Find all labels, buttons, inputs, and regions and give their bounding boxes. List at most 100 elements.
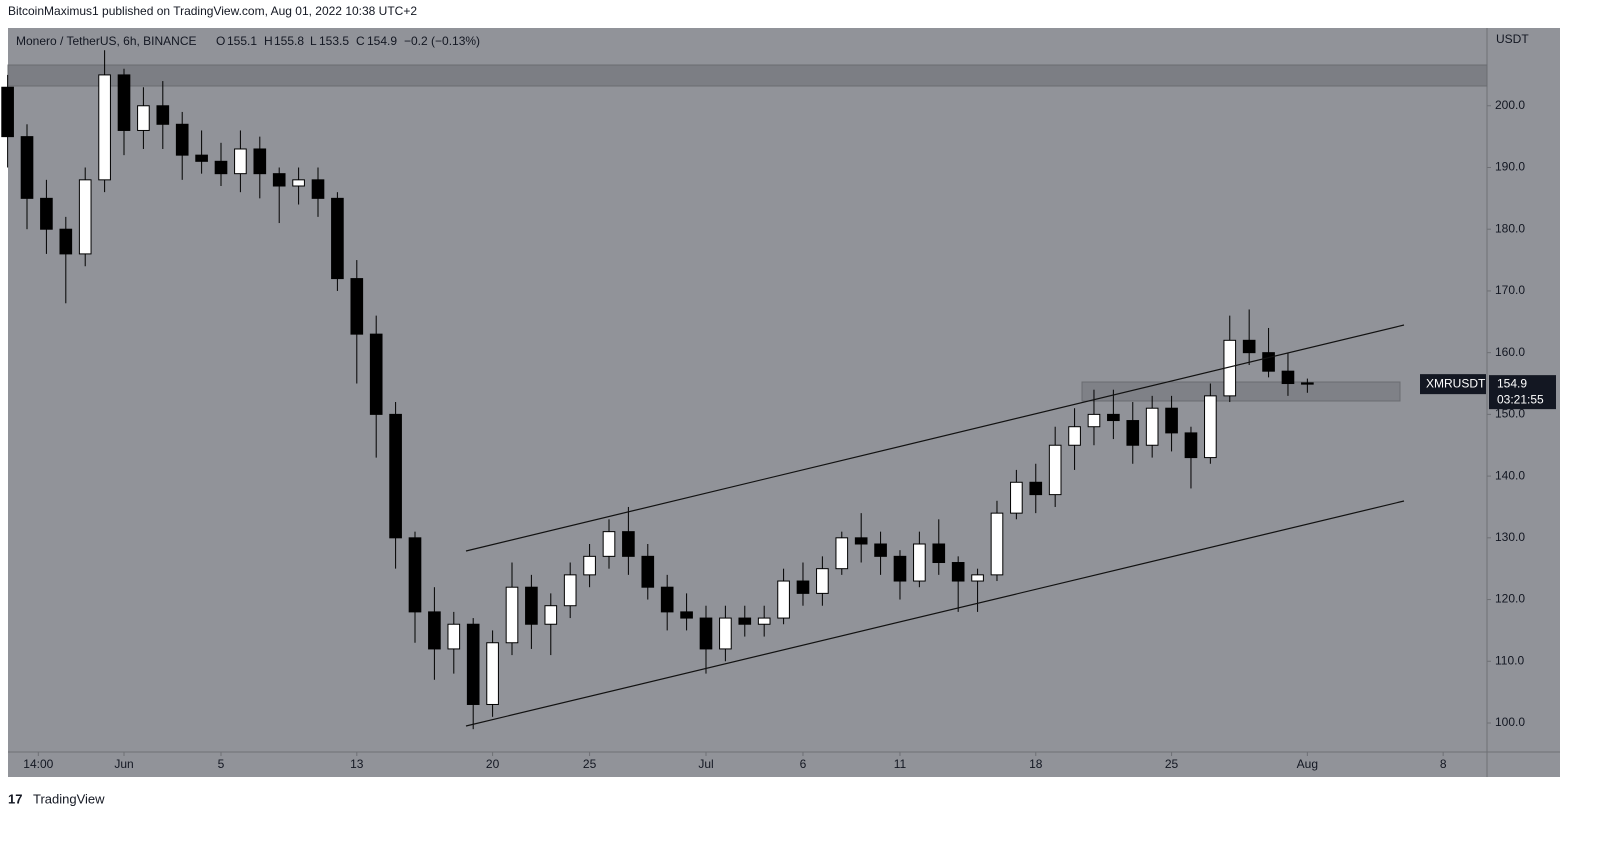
candle-body <box>874 543 887 557</box>
candle-body <box>486 642 499 705</box>
candle-body <box>331 197 344 280</box>
y-tick-label: 180.0 <box>1495 221 1525 235</box>
candle-body <box>1068 426 1081 446</box>
x-tick-label: Jun <box>114 757 133 771</box>
candle-body <box>195 154 208 162</box>
x-tick-label: 11 <box>894 757 907 771</box>
candle-body <box>408 537 422 613</box>
ohlc-key: C <box>356 34 365 48</box>
y-tick-label: 170.0 <box>1495 283 1525 297</box>
channel-lower <box>465 500 1405 727</box>
x-tick-label: 25 <box>583 757 597 771</box>
candle-body <box>777 580 790 619</box>
candle-body <box>1 86 14 138</box>
candle-body <box>1087 413 1101 428</box>
candle-body <box>738 617 752 625</box>
candle-body <box>214 160 228 175</box>
candle-body <box>641 555 655 588</box>
x-tick-label: 20 <box>486 757 500 771</box>
ohlc-value: 155.8 <box>274 34 304 48</box>
candle-body <box>796 580 810 594</box>
candle-body <box>117 74 131 131</box>
candle-body <box>1145 407 1159 446</box>
ohlc-key: L <box>310 34 317 48</box>
candle-body <box>292 179 305 187</box>
price-tag-symbol: XMRUSDT <box>1426 376 1486 390</box>
candle-body <box>137 105 150 131</box>
candle-body <box>816 568 829 594</box>
candle-body <box>1281 370 1295 385</box>
y-tick-label: 100.0 <box>1495 715 1525 729</box>
y-tick-label: 160.0 <box>1495 345 1525 359</box>
candle-body <box>350 278 364 335</box>
candle-body <box>1010 481 1023 514</box>
x-tick-label: 5 <box>218 757 225 771</box>
candle-body <box>1204 395 1217 459</box>
byline: BitcoinMaximus1 published on TradingView… <box>8 4 417 18</box>
candle-body <box>175 123 189 156</box>
x-tick-label: Jul <box>698 757 713 771</box>
candle-body <box>253 148 267 175</box>
x-tick-label: 13 <box>350 757 364 771</box>
candle-body <box>563 574 577 607</box>
candle-body <box>40 197 53 230</box>
candle-body <box>932 543 946 564</box>
x-tick-label: 6 <box>800 757 807 771</box>
candle-body <box>699 617 713 650</box>
chart-background <box>8 28 1560 777</box>
candle-body <box>1048 444 1062 496</box>
y-tick-label: 130.0 <box>1495 530 1525 544</box>
candle-body <box>525 586 538 625</box>
y-tick-label: 140.0 <box>1495 468 1525 482</box>
candle-body <box>893 555 907 582</box>
resistance-zone <box>7 64 1488 87</box>
candle-body <box>311 179 325 199</box>
ohlc-value: 153.5 <box>319 34 349 48</box>
candle-body <box>20 136 34 199</box>
x-tick-label: 8 <box>1440 757 1447 771</box>
candle-body <box>78 179 92 255</box>
candle-body <box>1242 339 1256 354</box>
candle-body <box>59 228 73 255</box>
candle-body <box>583 555 596 576</box>
price-tag-countdown: 03:21:55 <box>1497 392 1544 406</box>
support-zone <box>1081 381 1401 402</box>
candle-body <box>1165 407 1178 434</box>
candle-body <box>156 105 170 125</box>
price-tag: XMRUSDT 154.9 03:21:55 <box>1420 374 1556 410</box>
x-tick-label: 25 <box>1165 757 1179 771</box>
candle-body <box>835 537 849 570</box>
change: −0.2 (−0.13%) <box>404 34 480 48</box>
candle-body <box>951 562 965 582</box>
candle-body <box>913 543 926 582</box>
x-tick-label: 18 <box>1029 757 1043 771</box>
candle-body <box>447 623 461 650</box>
candle-body <box>660 586 674 613</box>
candle-body <box>428 611 441 650</box>
candle-body <box>1301 382 1314 385</box>
ohlc-value: 155.1 <box>227 34 257 48</box>
candle-body <box>1029 481 1043 496</box>
ohlc-key: O <box>216 34 225 48</box>
axis-unit: USDT <box>1496 32 1529 46</box>
y-tick-label: 190.0 <box>1495 160 1525 174</box>
price-tag-price: 154.9 <box>1497 376 1527 390</box>
candle-body <box>1184 432 1198 459</box>
y-tick-label: 150.0 <box>1495 407 1525 421</box>
candle-body <box>369 333 383 415</box>
candle-body <box>990 512 1004 576</box>
candle-body <box>757 617 771 625</box>
candle-body <box>98 74 111 181</box>
candle-body <box>622 531 635 557</box>
candle-body <box>1262 352 1275 372</box>
candle-body <box>234 148 247 175</box>
candle-body <box>602 531 616 557</box>
candle-body <box>719 617 732 650</box>
candle-body <box>466 623 480 705</box>
candle-body <box>1126 420 1140 446</box>
y-tick-label: 110.0 <box>1495 653 1524 667</box>
candle-body <box>505 586 519 644</box>
symbol: Monero / TetherUS, 6h, BINANCE <box>16 34 197 48</box>
y-tick-label: 120.0 <box>1495 592 1525 606</box>
